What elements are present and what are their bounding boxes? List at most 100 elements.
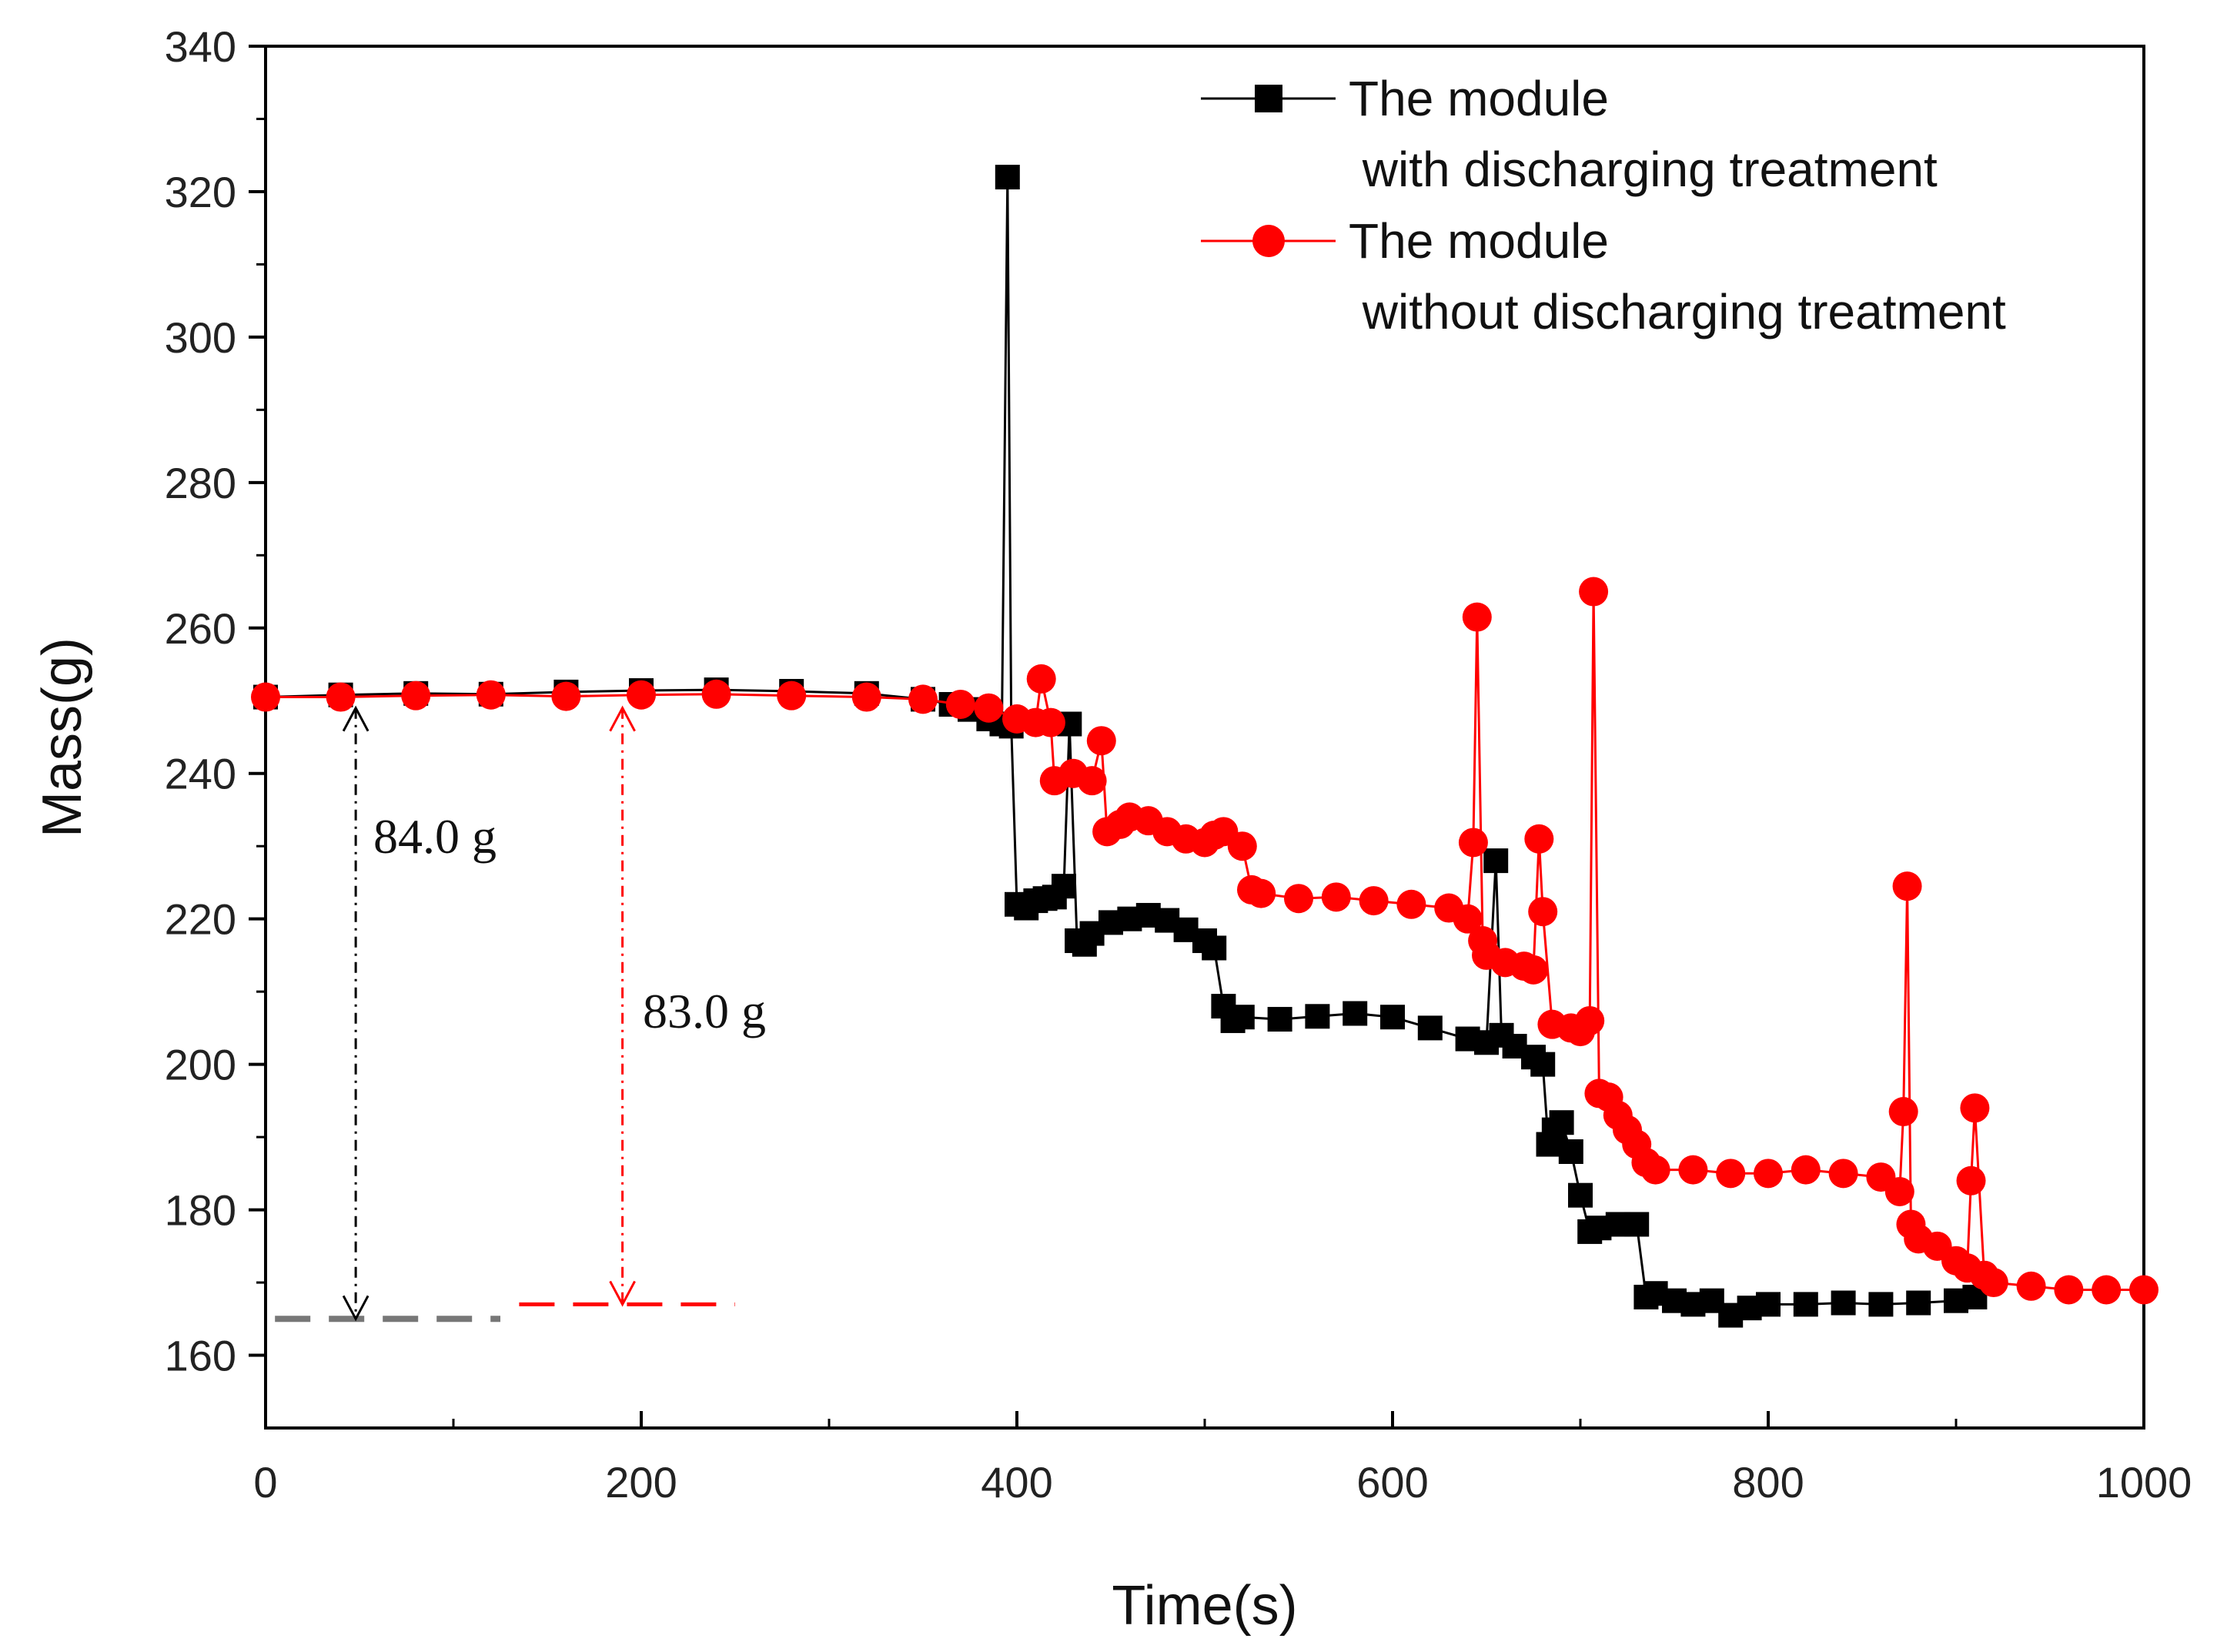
- y-tick-label: 180: [165, 1186, 236, 1235]
- data-point-circle: [1956, 1165, 1986, 1196]
- x-tick-label: 400: [981, 1458, 1052, 1507]
- series-line-with-discharging: [265, 176, 1975, 1317]
- data-point-circle: [2129, 1275, 2158, 1305]
- data-point-square: [1483, 848, 1509, 874]
- data-point-circle: [1678, 1155, 1708, 1185]
- data-point-circle: [1462, 602, 1492, 632]
- data-point-circle: [1396, 889, 1426, 919]
- annotation-label: 84.0 g: [373, 809, 497, 864]
- data-point-square: [1343, 1001, 1368, 1026]
- data-point-square: [1558, 1139, 1583, 1164]
- data-point-circle: [1035, 707, 1065, 737]
- data-point-square: [1417, 1015, 1443, 1041]
- legend-marker-square: [1255, 85, 1282, 112]
- arrow-head-down: [342, 1295, 370, 1322]
- data-point-circle: [1284, 884, 1313, 914]
- data-point-circle: [1791, 1155, 1821, 1185]
- tick-layer: 0 200 400 600 800 1000 160 180 200 220 240 260 280 30…: [165, 22, 2192, 1507]
- arrow-head-down: [609, 1280, 636, 1307]
- data-point-circle: [1458, 828, 1488, 858]
- y-axis-title: Mass(g): [32, 637, 93, 838]
- data-point-circle: [1026, 664, 1056, 694]
- series-layer: [251, 165, 2158, 1328]
- data-point-circle: [1524, 824, 1554, 854]
- data-point-square: [1793, 1292, 1818, 1317]
- legend-label: without discharging treatment: [1349, 284, 2006, 339]
- data-point-square: [1549, 1110, 1574, 1135]
- legend-label: The module: [1349, 71, 1609, 126]
- data-point-square: [1906, 1290, 1931, 1316]
- data-point-circle: [1978, 1268, 2008, 1298]
- data-point-circle: [2016, 1271, 2046, 1301]
- data-point-circle: [1519, 955, 1548, 985]
- y-tick-label: 160: [165, 1332, 236, 1380]
- data-point-circle: [908, 684, 938, 714]
- data-point-circle: [1359, 886, 1389, 916]
- data-point-square: [1624, 1212, 1650, 1237]
- x-tick-label: 0: [253, 1458, 277, 1507]
- data-point-square: [1305, 1004, 1330, 1029]
- legend-label: with discharging treatment: [1349, 142, 1938, 197]
- data-point-square: [1756, 1292, 1781, 1317]
- legend-label: The module: [1349, 213, 1609, 269]
- data-point-circle: [1888, 1097, 1918, 1127]
- data-point-square: [1267, 1007, 1292, 1032]
- annotation-layer: 84.0 g 83.0 g: [275, 705, 766, 1323]
- data-point-circle: [1246, 878, 1276, 908]
- data-point-circle: [1321, 882, 1351, 912]
- data-point-circle: [974, 693, 1004, 723]
- data-point-circle: [1579, 577, 1609, 607]
- data-point-circle: [627, 680, 656, 710]
- y-tick-label: 280: [165, 459, 236, 507]
- y-tick-label: 240: [165, 750, 236, 798]
- y-tick-label: 220: [165, 895, 236, 944]
- x-tick-label: 600: [1356, 1458, 1428, 1507]
- y-tick-label: 200: [165, 1041, 236, 1089]
- arrow-head-up: [609, 705, 636, 732]
- data-point-circle: [1754, 1159, 1783, 1189]
- data-point-circle: [1086, 726, 1116, 756]
- data-point-circle: [1892, 871, 1922, 901]
- plot-frame: [264, 45, 2145, 1430]
- data-point-circle: [777, 681, 807, 711]
- x-tick-label: 800: [1732, 1458, 1804, 1507]
- data-point-circle: [476, 680, 506, 710]
- data-point-circle: [1575, 1005, 1605, 1035]
- x-tick-label: 1000: [2096, 1458, 2192, 1507]
- data-point-square: [1868, 1292, 1894, 1317]
- data-point-circle: [945, 689, 975, 719]
- data-point-circle: [2054, 1275, 2084, 1305]
- data-point-square: [1530, 1052, 1556, 1077]
- data-point-circle: [1528, 897, 1558, 927]
- data-point-circle: [1828, 1159, 1858, 1189]
- legend: The module with discharging treatment The…: [1201, 71, 2006, 339]
- data-point-square: [1380, 1005, 1405, 1030]
- data-point-square: [1568, 1182, 1593, 1208]
- data-point-circle: [1960, 1093, 1990, 1123]
- data-point-circle: [1640, 1155, 1670, 1185]
- data-point-circle: [2092, 1275, 2122, 1305]
- data-point-circle: [701, 679, 731, 709]
- annotation-label: 83.0 g: [643, 984, 766, 1038]
- data-point-circle: [326, 682, 356, 712]
- data-point-circle: [551, 681, 581, 711]
- data-point-circle: [851, 682, 881, 712]
- data-point-circle: [1716, 1159, 1746, 1189]
- data-point-square: [1831, 1290, 1856, 1316]
- y-tick-label: 320: [165, 168, 236, 216]
- legend-marker-circle: [1252, 225, 1285, 257]
- data-point-square: [1052, 874, 1076, 899]
- y-tick-label: 340: [165, 22, 236, 71]
- data-point-square: [1202, 935, 1227, 961]
- arrow-head-up: [342, 705, 370, 732]
- data-point-circle: [251, 682, 280, 712]
- data-point-circle: [1227, 831, 1257, 861]
- data-point-circle: [1453, 904, 1483, 934]
- y-tick-label: 260: [165, 604, 236, 653]
- y-tick-label: 300: [165, 313, 236, 362]
- data-point-square: [995, 165, 1020, 190]
- data-point-circle: [1884, 1176, 1914, 1206]
- data-point-square: [1229, 1005, 1255, 1030]
- data-point-circle: [401, 681, 431, 711]
